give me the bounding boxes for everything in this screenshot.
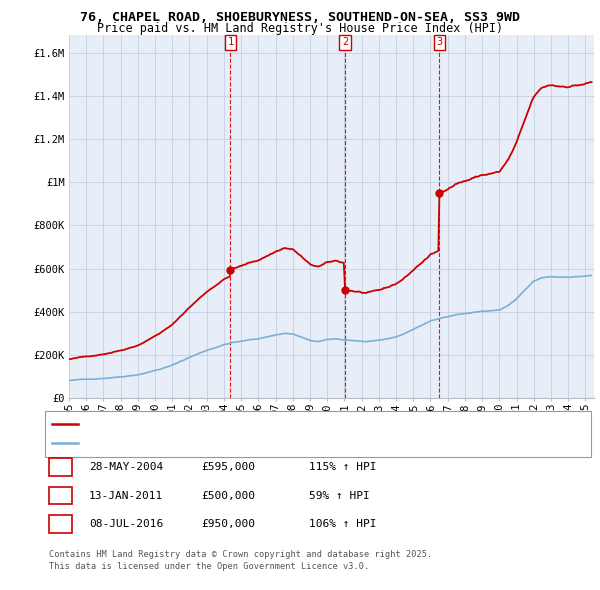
- Text: 59% ↑ HPI: 59% ↑ HPI: [309, 491, 370, 500]
- Text: 1: 1: [57, 463, 64, 472]
- Text: £595,000: £595,000: [201, 463, 255, 472]
- Text: 106% ↑ HPI: 106% ↑ HPI: [309, 519, 377, 529]
- Text: 76, CHAPEL ROAD, SHOEBURYNESS, SOUTHEND-ON-SEA, SS3 9WD (detached house): 76, CHAPEL ROAD, SHOEBURYNESS, SOUTHEND-…: [84, 419, 516, 429]
- Text: 2: 2: [342, 37, 348, 47]
- Text: £950,000: £950,000: [201, 519, 255, 529]
- Text: Price paid vs. HM Land Registry's House Price Index (HPI): Price paid vs. HM Land Registry's House …: [97, 22, 503, 35]
- Text: 115% ↑ HPI: 115% ↑ HPI: [309, 463, 377, 472]
- Text: 76, CHAPEL ROAD, SHOEBURYNESS, SOUTHEND-ON-SEA, SS3 9WD: 76, CHAPEL ROAD, SHOEBURYNESS, SOUTHEND-…: [80, 11, 520, 24]
- Text: 08-JUL-2016: 08-JUL-2016: [89, 519, 163, 529]
- Text: 28-MAY-2004: 28-MAY-2004: [89, 463, 163, 472]
- Text: 3: 3: [436, 37, 443, 47]
- Text: This data is licensed under the Open Government Licence v3.0.: This data is licensed under the Open Gov…: [49, 562, 370, 571]
- Text: HPI: Average price, detached house, Southend-on-Sea: HPI: Average price, detached house, Sout…: [84, 438, 390, 448]
- Text: Contains HM Land Registry data © Crown copyright and database right 2025.: Contains HM Land Registry data © Crown c…: [49, 550, 433, 559]
- Text: 1: 1: [227, 37, 233, 47]
- Text: 2: 2: [57, 491, 64, 500]
- Text: 3: 3: [57, 519, 64, 529]
- Text: 13-JAN-2011: 13-JAN-2011: [89, 491, 163, 500]
- Text: £500,000: £500,000: [201, 491, 255, 500]
